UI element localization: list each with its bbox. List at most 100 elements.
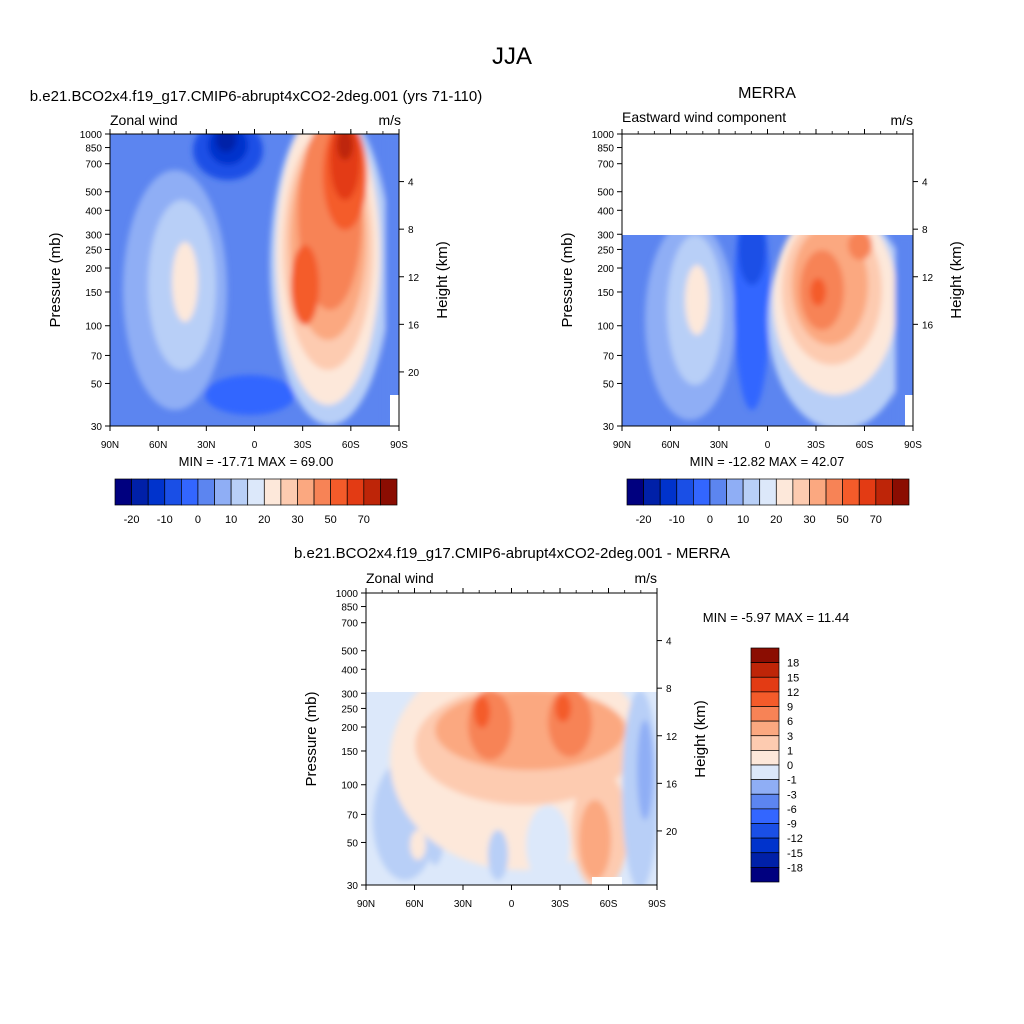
colorbar-swatch <box>247 478 265 506</box>
colorbar-label: 0 <box>707 514 713 526</box>
y-right-tick-label: 12 <box>666 732 678 743</box>
y-right-tick-label: 4 <box>408 178 414 189</box>
y-tick-label: 400 <box>597 206 614 217</box>
x-tick-label: 60N <box>149 440 167 451</box>
y-tick-label: 100 <box>597 322 614 333</box>
colorbar-swatch <box>750 676 780 693</box>
y-tick-label: 850 <box>341 603 358 614</box>
colorbar-swatch <box>297 478 315 506</box>
contour-easterly <box>216 134 236 152</box>
y-tick-label: 300 <box>597 230 614 241</box>
y-right-axis-label: Height (km) <box>948 241 965 319</box>
y-tick-label: 1000 <box>592 130 615 141</box>
colorbar-swatch <box>750 837 780 854</box>
colorbar-label: -3 <box>787 789 797 801</box>
colorbar-obs: -20 -10 0 10 20 30 50 70 <box>626 478 910 526</box>
contour-jet-core <box>810 278 826 306</box>
colorbar-label: 9 <box>787 702 793 714</box>
y-tick-label: 500 <box>85 188 102 199</box>
contour-easterly <box>734 235 770 410</box>
colorbar-swatch <box>643 478 661 506</box>
x-tick-label: 30S <box>807 440 825 451</box>
colorbar-label: -15 <box>787 848 803 860</box>
contour-positive-core <box>474 696 490 728</box>
panel-title: b.e21.BCO2x4.f19_g17.CMIP6-abrupt4xCO2-2… <box>30 88 482 105</box>
y-right-tick-label: 20 <box>408 368 420 379</box>
contour-positive <box>579 800 611 880</box>
contour-field <box>622 235 913 426</box>
y-tick-label: 30 <box>347 881 359 892</box>
colorbar-swatch <box>346 478 365 506</box>
contour-positive-core <box>468 692 512 760</box>
x-tick-label: 60S <box>342 440 360 451</box>
y-tick-label: 200 <box>341 723 358 734</box>
x-tick-label: 0 <box>509 899 515 910</box>
y-right-axis-label: Height (km) <box>434 241 451 319</box>
y-tick-label: 100 <box>85 322 102 333</box>
contour-polar <box>895 235 913 426</box>
panel-obs: MERRA Eastward wind component m/s <box>559 85 965 526</box>
colorbar-swatch <box>693 478 711 506</box>
y-tick-label: 700 <box>341 619 358 630</box>
colorbar-diff: 18 15 12 9 6 3 1 0 -1 -3 -6 -9 -12 -15 -18 <box>750 647 803 883</box>
x-tick-label: 30S <box>551 899 569 910</box>
y-right-tick-label: 4 <box>666 637 672 648</box>
colorbar-swatch <box>676 478 694 506</box>
colorbar-label: 10 <box>737 514 749 526</box>
x-tick-label: 90N <box>613 440 631 451</box>
x-tick-label: 90S <box>904 440 922 451</box>
colorbar-label: -1 <box>787 775 797 787</box>
colorbar-swatch <box>858 478 877 506</box>
contour-jet-core <box>848 235 872 260</box>
x-tick-label: 30S <box>294 440 312 451</box>
colorbar-swatch <box>892 478 910 506</box>
colorbar-swatch <box>380 478 398 506</box>
y-right-axis-label: Height (km) <box>692 700 709 778</box>
panel-title: MERRA <box>738 85 796 102</box>
terrain-mask <box>390 395 399 426</box>
y-right-tick-label: 8 <box>922 225 928 236</box>
y-axis-label: Pressure (mb) <box>559 232 576 327</box>
colorbar-label: 30 <box>291 514 303 526</box>
contour-negative <box>526 805 570 885</box>
colorbar-swatch <box>825 478 843 506</box>
right-label: m/s <box>890 112 913 128</box>
y-tick-label: 250 <box>85 245 102 256</box>
x-tick-label: 60S <box>856 440 874 451</box>
colorbar-label: 20 <box>258 514 270 526</box>
y-tick-label: 300 <box>85 230 102 241</box>
colorbar-label: 6 <box>787 716 793 728</box>
colorbar-swatch <box>775 478 794 506</box>
colorbar-swatch <box>875 478 893 506</box>
colorbar-label: -18 <box>787 862 803 874</box>
y-tick-label: 300 <box>341 689 358 700</box>
y-tick-label: 850 <box>85 144 102 155</box>
y-right-tick-label: 8 <box>666 684 672 695</box>
colorbar-swatch <box>313 478 331 506</box>
right-label: m/s <box>634 570 657 586</box>
y-tick-label: 250 <box>341 704 358 715</box>
y-right-tick-label: 16 <box>408 320 420 331</box>
y-tick-label: 700 <box>597 160 614 171</box>
x-tick-label: 60N <box>405 899 423 910</box>
y-right-tick-label: 12 <box>408 273 420 284</box>
colorbar-swatch <box>114 478 132 506</box>
colorbar-swatch <box>363 478 381 506</box>
panel-title: b.e21.BCO2x4.f19_g17.CMIP6-abrupt4xCO2-2… <box>294 545 730 562</box>
x-tick-label: 30N <box>454 899 472 910</box>
colorbar-swatch <box>750 750 780 766</box>
colorbar-swatch <box>214 478 232 506</box>
colorbar-label: -20 <box>124 514 140 526</box>
y-axis-label: Pressure (mb) <box>47 232 64 327</box>
x-tick-label: 90N <box>357 899 375 910</box>
colorbar-label: 70 <box>358 514 370 526</box>
y-right-tick-label: 12 <box>922 273 934 284</box>
colorbar-swatch <box>164 478 182 506</box>
colorbar-label: 10 <box>225 514 237 526</box>
panel-model: b.e21.BCO2x4.f19_g17.CMIP6-abrupt4xCO2-2… <box>30 88 482 526</box>
y-tick-label: 500 <box>597 188 614 199</box>
colorbar-label: -9 <box>787 819 797 831</box>
contour-westerly-south <box>172 242 198 322</box>
terrain-mask <box>592 877 622 885</box>
